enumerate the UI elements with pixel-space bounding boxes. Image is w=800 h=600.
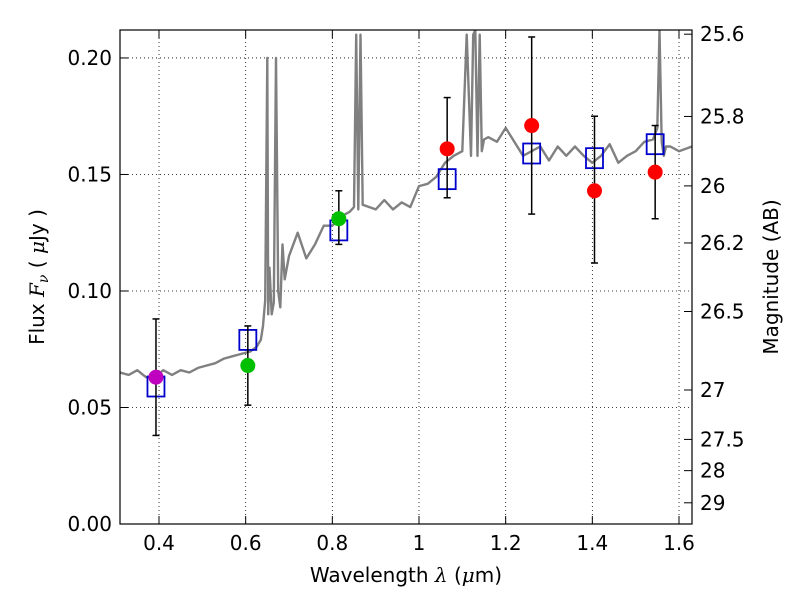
x-tick-label: 0.6 bbox=[230, 531, 262, 555]
photometry-point bbox=[587, 183, 602, 199]
y2-tick-label: 26.5 bbox=[700, 299, 745, 323]
y2-tick-label: 28 bbox=[700, 459, 725, 483]
y-tick-label: 0.15 bbox=[67, 162, 112, 186]
photometry-point bbox=[524, 118, 540, 134]
x-tick-label: 0.8 bbox=[316, 531, 348, 555]
y2-axis-label: Magnitude (AB) bbox=[759, 199, 783, 354]
y-axis-label: Flux Fν ( μJy ) bbox=[25, 209, 52, 345]
y2-tick-label: 27.5 bbox=[700, 427, 745, 451]
x-tick-label: 1.6 bbox=[663, 531, 695, 555]
y2-tick-label: 29 bbox=[700, 491, 725, 515]
y2-tick-label: 25.6 bbox=[700, 22, 745, 46]
plot-frame bbox=[119, 29, 693, 525]
y-tick-label: 0.05 bbox=[67, 395, 112, 419]
photometry-point bbox=[439, 141, 455, 157]
y2-tick-label: 27 bbox=[700, 378, 725, 402]
photometry-layer bbox=[148, 36, 663, 437]
y2-tick-label: 26 bbox=[700, 174, 725, 198]
photometry-point bbox=[331, 211, 347, 227]
photometry-point bbox=[647, 164, 663, 180]
photometry-point bbox=[240, 358, 256, 374]
y2-tick-label: 25.8 bbox=[700, 104, 745, 128]
y-tick-label: 0.00 bbox=[67, 512, 112, 536]
x-tick-label: 1 bbox=[413, 531, 426, 555]
model-spectrum-line bbox=[120, 30, 692, 379]
axis-ticks: 0.4 0.6 0.8 1 1.2 1.4 1.6 0.00 0.05 0.10 0.15 0.20 2… bbox=[67, 22, 744, 555]
x-tick-label: 0.4 bbox=[143, 531, 175, 555]
grid-lines bbox=[120, 30, 692, 525]
y2-tick-label: 26.2 bbox=[700, 231, 745, 255]
y-tick-label: 0.20 bbox=[67, 46, 112, 70]
x-tick-label: 1.2 bbox=[490, 531, 522, 555]
photometry-point bbox=[148, 369, 164, 385]
model-spectrum-layer bbox=[120, 30, 692, 379]
x-tick-label: 1.4 bbox=[576, 531, 608, 555]
y-tick-label: 0.10 bbox=[67, 279, 112, 303]
x-axis-label: Wavelength λ (μm) bbox=[310, 563, 502, 587]
